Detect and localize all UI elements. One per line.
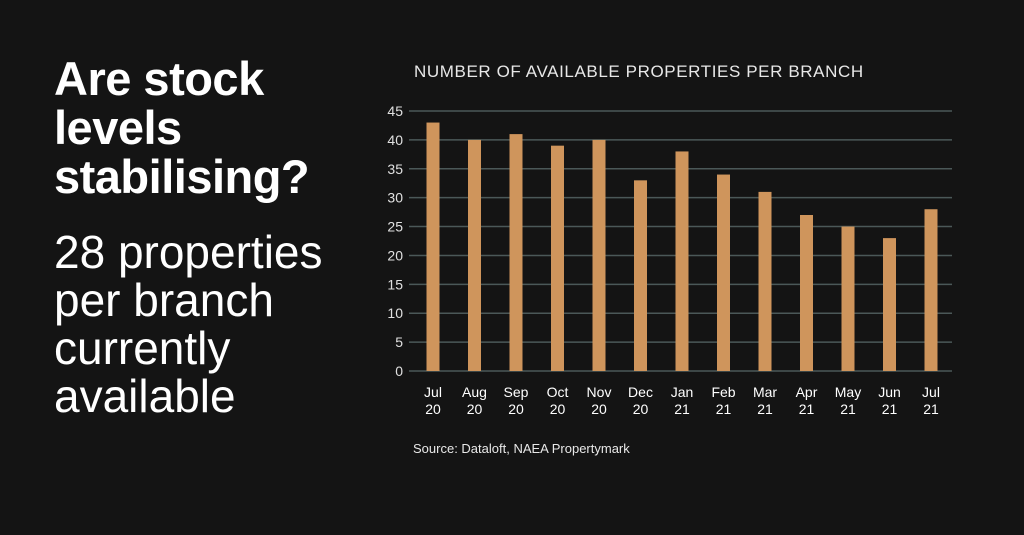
bar xyxy=(551,145,564,371)
x-tick-label: Jun xyxy=(878,384,901,400)
x-tick-label: 21 xyxy=(799,401,815,417)
y-tick-label: 30 xyxy=(387,190,403,206)
subheadline-line: available xyxy=(54,370,236,422)
x-tick-label: 21 xyxy=(923,401,939,417)
bar xyxy=(883,238,896,371)
x-tick-label: 21 xyxy=(757,401,773,417)
y-tick-label: 5 xyxy=(395,334,403,350)
y-tick-label: 35 xyxy=(387,161,403,177)
y-tick-label: 20 xyxy=(387,247,403,263)
bar xyxy=(800,215,813,371)
y-tick-label: 10 xyxy=(387,305,403,321)
x-tick-label: Oct xyxy=(547,384,569,400)
bar xyxy=(592,139,606,371)
x-tick-label: Jul xyxy=(922,384,940,400)
headline: Are stock levels stabilising? xyxy=(54,52,310,203)
bar xyxy=(924,209,938,371)
y-tick-label: 45 xyxy=(387,103,403,119)
x-tick-label: Aug xyxy=(462,384,487,400)
subheadline-line: currently xyxy=(54,322,231,374)
bar xyxy=(468,139,481,371)
bar xyxy=(509,134,523,371)
x-tick-label: 20 xyxy=(467,401,483,417)
bar xyxy=(758,191,772,371)
headline-line: levels xyxy=(54,101,182,154)
bar xyxy=(717,174,730,371)
x-tick-label: 20 xyxy=(633,401,649,417)
subheadline: 28 properties per branch currently avail… xyxy=(54,228,323,420)
bar xyxy=(675,151,689,371)
x-tick-label: Feb xyxy=(711,384,735,400)
chart-title: NUMBER OF AVAILABLE PROPERTIES PER BRANC… xyxy=(414,62,864,81)
bar xyxy=(634,180,647,371)
bar xyxy=(841,226,855,371)
x-tick-label: 21 xyxy=(882,401,898,417)
source-note: Source: Dataloft, NAEA Propertymark xyxy=(413,441,630,456)
x-tick-label: Apr xyxy=(796,384,818,400)
subheadline-line: 28 properties xyxy=(54,226,323,278)
headline-line: stabilising? xyxy=(54,150,310,203)
x-tick-label: 20 xyxy=(425,401,441,417)
x-tick-label: Nov xyxy=(587,384,612,400)
y-tick-label: 25 xyxy=(387,219,403,235)
x-tick-label: 20 xyxy=(550,401,566,417)
x-tick-label: May xyxy=(835,384,861,400)
x-tick-label: 21 xyxy=(840,401,856,417)
x-tick-label: Dec xyxy=(628,384,653,400)
x-tick-label: 20 xyxy=(508,401,524,417)
y-tick-label: 15 xyxy=(387,276,403,292)
x-tick-label: Jul xyxy=(424,384,442,400)
y-tick-label: 0 xyxy=(395,363,403,379)
y-tick-label: 40 xyxy=(387,132,403,148)
x-tick-label: Mar xyxy=(753,384,777,400)
x-tick-label: Sep xyxy=(504,384,529,400)
x-tick-label: 20 xyxy=(591,401,607,417)
bar xyxy=(426,122,440,371)
headline-line: Are stock xyxy=(54,52,264,105)
subheadline-line: per branch xyxy=(54,274,274,326)
x-tick-label: 21 xyxy=(716,401,732,417)
x-tick-label: Jan xyxy=(671,384,694,400)
x-tick-label: 21 xyxy=(674,401,690,417)
